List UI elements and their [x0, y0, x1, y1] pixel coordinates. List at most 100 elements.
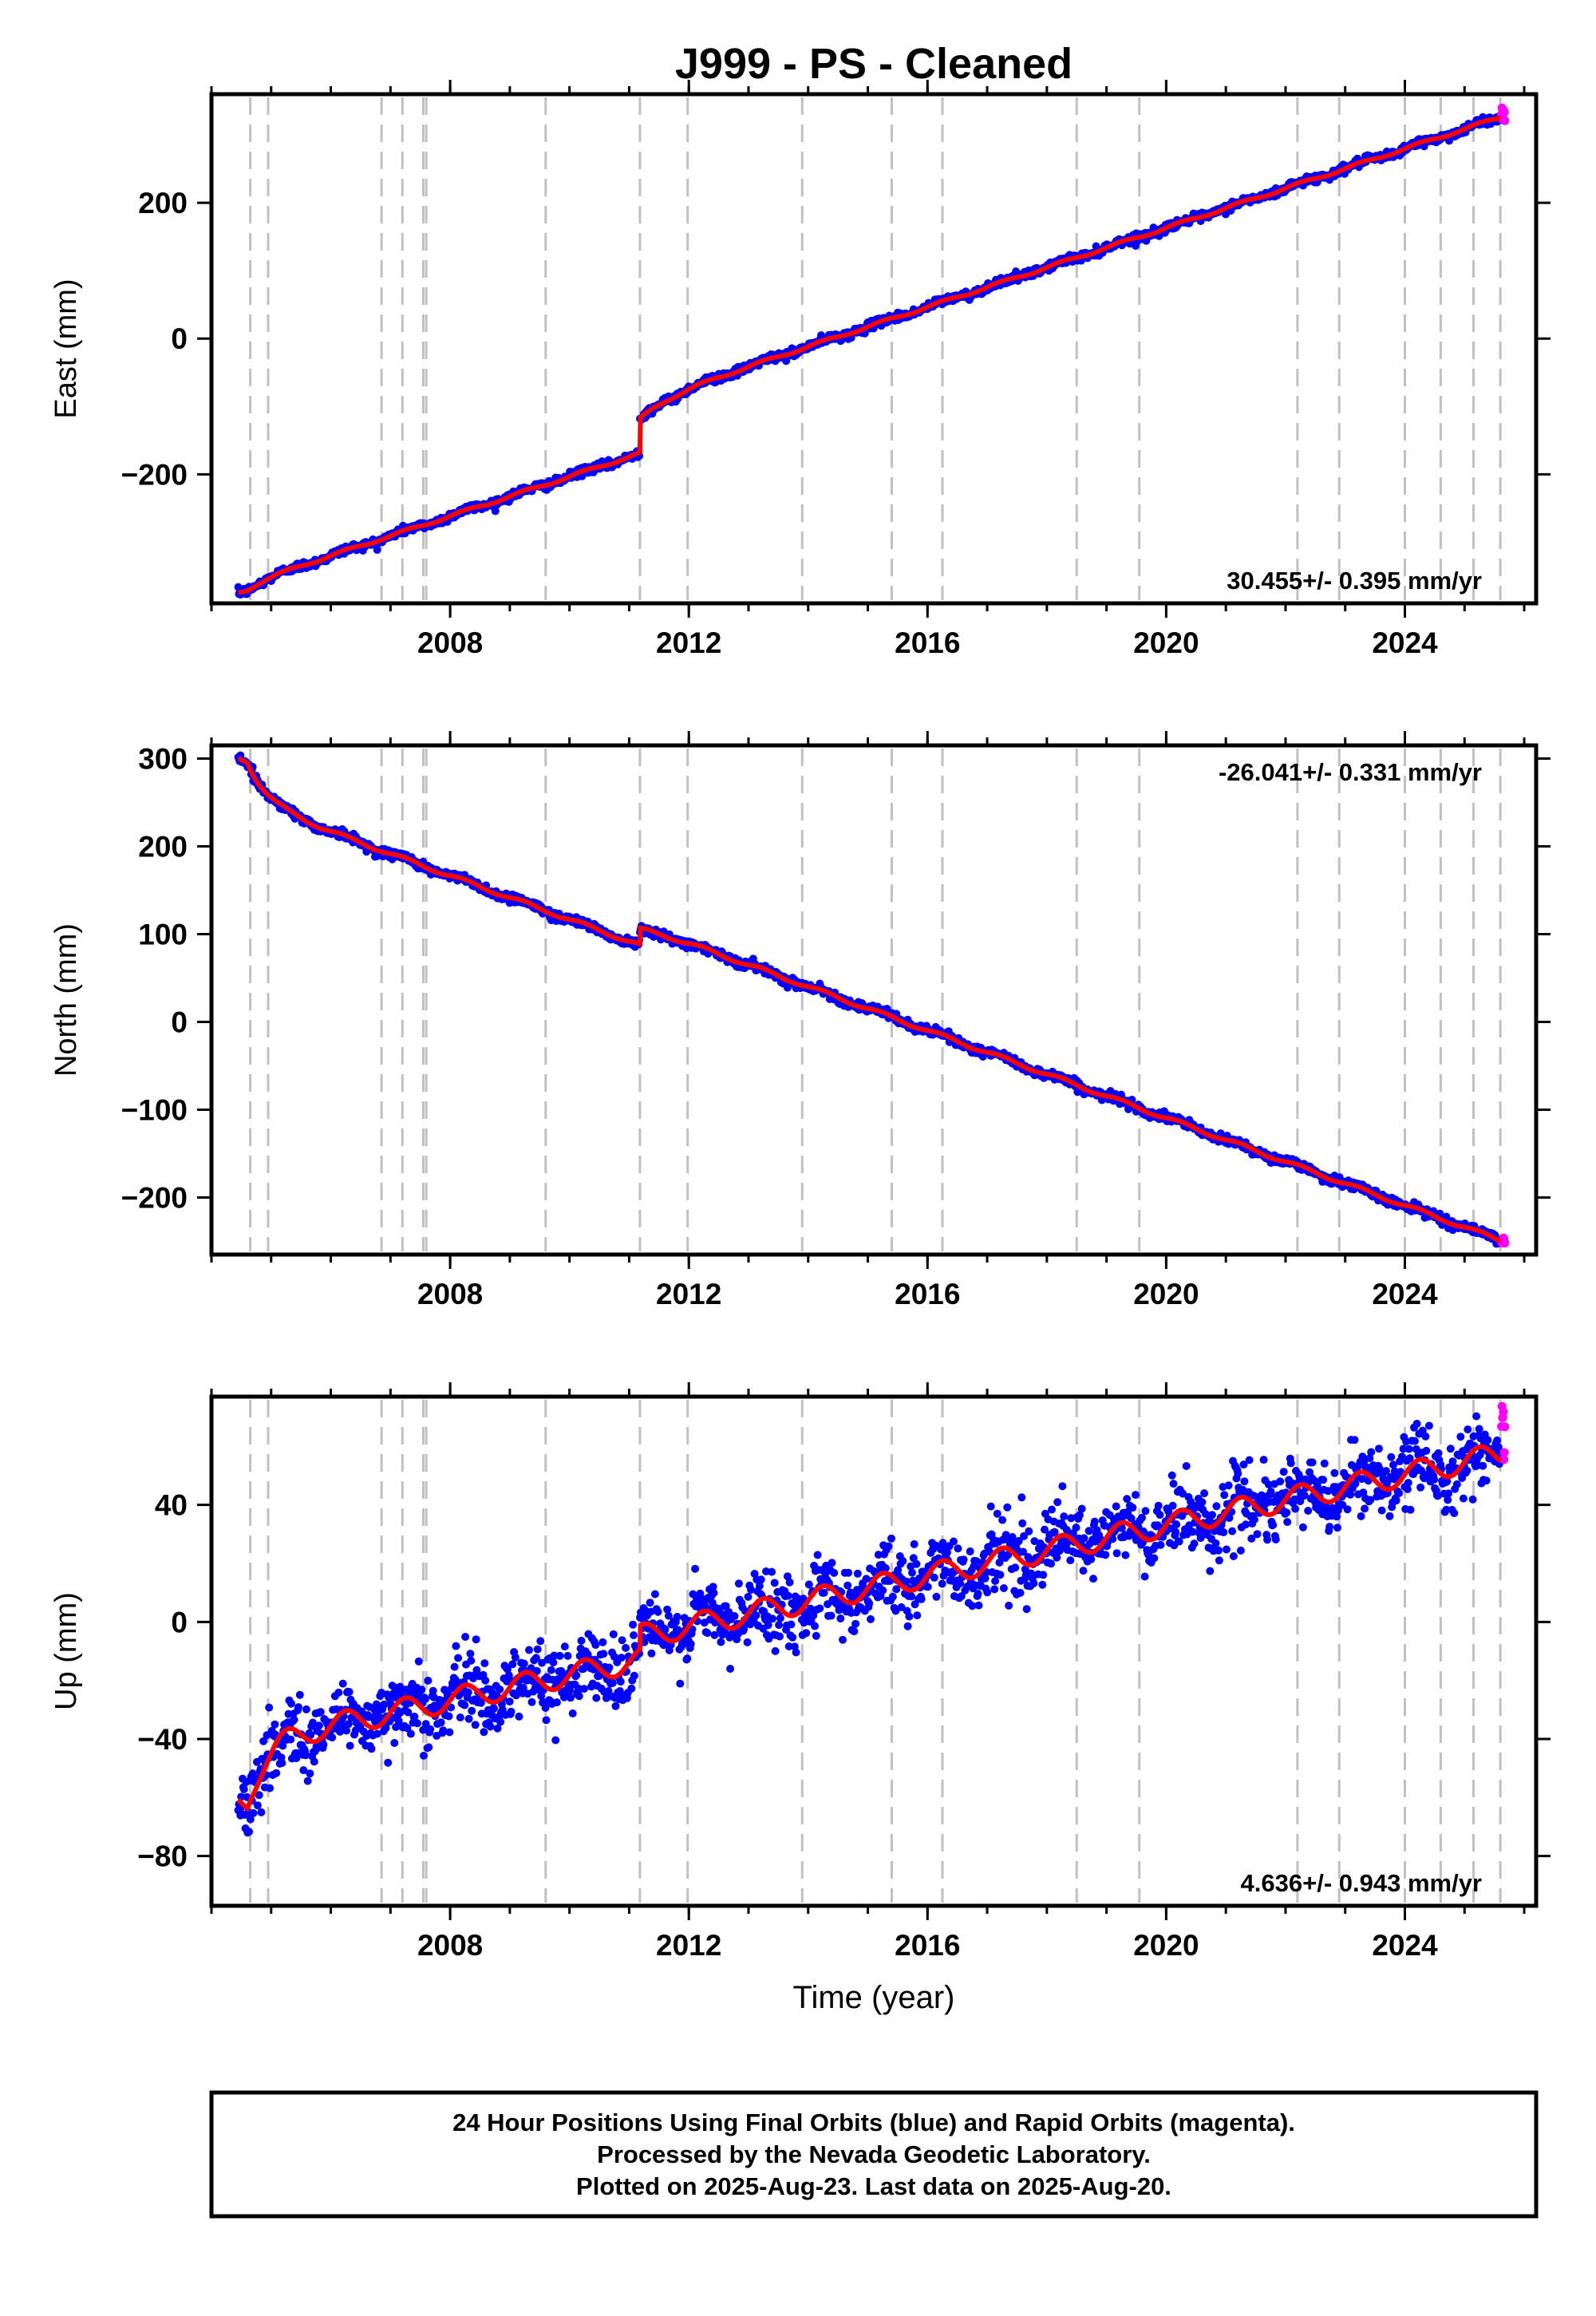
data-point — [991, 1577, 1000, 1585]
data-point — [816, 1604, 824, 1613]
data-point — [328, 1733, 337, 1742]
data-point — [272, 1769, 281, 1777]
chart-title: J999 - PS - Cleaned — [675, 40, 1073, 88]
y-tick-label: 200 — [138, 831, 188, 864]
data-point — [460, 1701, 469, 1709]
rapid-point — [1500, 116, 1510, 125]
data-point — [865, 1599, 874, 1607]
data-point — [575, 1692, 583, 1701]
data-point — [770, 1579, 779, 1587]
data-point — [257, 1808, 266, 1816]
data-point — [654, 1607, 662, 1616]
model-fit-line — [237, 756, 1502, 1244]
data-point — [1066, 1556, 1075, 1565]
data-point — [563, 1651, 572, 1660]
data-point — [691, 1564, 700, 1573]
data-point — [306, 1769, 314, 1778]
data-point — [673, 1612, 681, 1621]
data-point — [515, 1712, 523, 1721]
data-point — [608, 1678, 617, 1687]
data-point — [913, 1611, 922, 1620]
data-point — [245, 1828, 254, 1836]
data-point — [414, 1657, 423, 1666]
data-point — [605, 1663, 614, 1672]
data-point — [310, 1757, 318, 1766]
data-point — [983, 1588, 992, 1597]
data-point — [461, 1633, 470, 1641]
data-point — [850, 1627, 859, 1636]
data-point — [775, 1621, 784, 1630]
data-point — [560, 1642, 569, 1651]
data-point — [1029, 1579, 1038, 1587]
rapid-orbit-points — [1497, 103, 1510, 125]
data-point — [294, 1703, 302, 1712]
data-point — [905, 1612, 914, 1621]
data-point — [828, 1559, 836, 1567]
data-point — [996, 1571, 1005, 1579]
data-point — [787, 1620, 796, 1629]
data-point — [480, 1728, 488, 1737]
data-point — [629, 1620, 638, 1629]
data-point — [1047, 1559, 1056, 1568]
x-tick-label: 2024 — [1372, 626, 1438, 659]
data-point — [836, 1614, 845, 1622]
data-point — [776, 1632, 784, 1641]
data-point — [917, 1595, 926, 1603]
rapid-point — [1500, 1239, 1510, 1248]
data-point — [547, 1666, 555, 1674]
x-tick-label: 2008 — [417, 626, 483, 659]
x-tick-label: 2012 — [656, 1278, 721, 1310]
data-point — [622, 1643, 630, 1652]
final-orbit-points — [234, 1412, 1504, 1837]
data-point — [286, 1735, 295, 1744]
data-point — [676, 1679, 685, 1688]
data-point — [812, 1631, 820, 1640]
data-point — [519, 1659, 528, 1668]
data-point — [813, 1551, 822, 1559]
data-point — [591, 1641, 600, 1650]
data-point — [1089, 1575, 1097, 1583]
data-point — [611, 1701, 620, 1710]
data-point — [295, 1690, 304, 1699]
data-point — [424, 1676, 433, 1685]
data-point — [491, 507, 500, 516]
data-point — [420, 1751, 428, 1760]
data-point — [481, 1676, 490, 1685]
data-point — [1017, 1493, 1026, 1502]
model-fit-line — [238, 115, 1501, 595]
data-point — [456, 1713, 464, 1721]
data-point — [709, 1589, 718, 1597]
data-point — [390, 1739, 399, 1747]
velocity-annotation: 30.455+/- 0.395 mm/yr — [1227, 567, 1482, 595]
data-point — [734, 1579, 743, 1588]
data-point — [315, 1721, 323, 1730]
data-point — [686, 1639, 695, 1648]
data-point — [959, 1555, 968, 1564]
data-point — [647, 1649, 656, 1658]
data-point — [903, 1622, 912, 1630]
data-point — [788, 1633, 797, 1642]
north-panel: 2008 2012 2016 2020 2024−200−1000100200300No… — [49, 731, 1551, 1310]
data-point — [536, 1637, 545, 1646]
data-point — [421, 1695, 429, 1704]
data-point — [616, 1678, 625, 1686]
data-point — [830, 1568, 839, 1577]
data-point — [867, 1614, 875, 1623]
data-point — [525, 1646, 533, 1654]
data-point — [998, 1516, 1007, 1524]
data-point — [1101, 1551, 1110, 1559]
data-point — [630, 1671, 638, 1680]
data-point — [888, 1592, 897, 1601]
data-point — [1048, 1505, 1056, 1514]
data-point — [496, 1717, 505, 1726]
data-point — [1003, 1503, 1012, 1512]
data-point — [1053, 1498, 1062, 1507]
y-tick-label: −200 — [121, 1182, 188, 1215]
data-point — [785, 1578, 794, 1587]
data-point — [287, 1699, 295, 1708]
velocity-annotation: -26.041+/- 0.331 mm/yr — [1219, 758, 1482, 786]
data-point — [950, 1537, 958, 1546]
data-point — [768, 1614, 776, 1623]
y-tick-label: 300 — [138, 743, 188, 776]
